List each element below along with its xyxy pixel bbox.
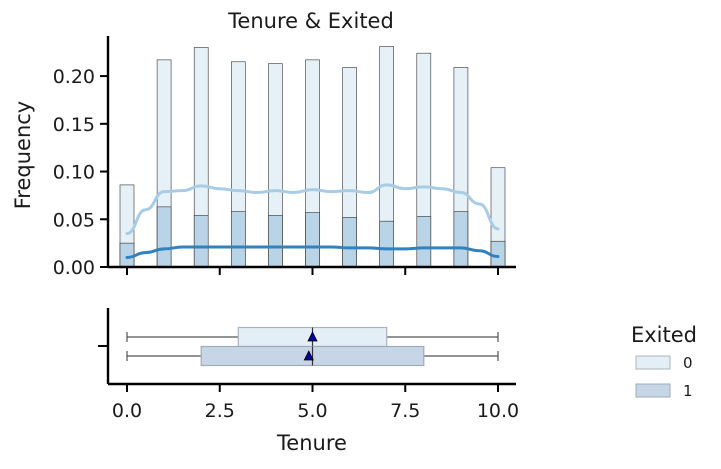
x-tick-label: 5.0	[297, 400, 327, 422]
y-tick-label: 0.15	[53, 114, 95, 136]
x-tick-label: 2.5	[205, 400, 235, 422]
hist-bar-exited-1	[268, 215, 283, 268]
x-tick-label: 0.0	[112, 400, 142, 422]
kde-line-exited-0	[125, 183, 500, 236]
x-axis-label: Tenure	[276, 431, 347, 455]
x-tick-label: 7.5	[390, 400, 420, 422]
hist-bar-exited-1	[156, 206, 172, 268]
hist-bar-exited-1	[416, 216, 432, 268]
hist-bar-exited-1	[305, 212, 320, 268]
legend-label-1: 1	[683, 382, 693, 400]
hist-bar-exited-1	[119, 242, 135, 268]
hist-bar-exited-1	[490, 240, 506, 268]
boxplot-layer	[126, 326, 499, 367]
legend-swatch-0	[635, 355, 671, 370]
axes-layer: 0.00 0.05 0.10 0.15 0.20 0.0 2.5 5.0 7.5 10.0	[53, 36, 519, 422]
hist-bar-exited-1	[453, 211, 469, 268]
chart-title: Tenure & Exited	[227, 9, 394, 33]
y-tick-label: 0.10	[53, 162, 95, 184]
hist-bar-exited-1	[342, 217, 357, 268]
x-tick-label: 10.0	[477, 400, 519, 422]
legend-title: Exited	[631, 323, 697, 347]
hist-bar-exited-1	[379, 220, 395, 268]
kde-line-exited-1	[125, 245, 500, 259]
legend: Exited 0 1	[631, 323, 697, 400]
y-tick-label: 0.20	[53, 66, 95, 88]
y-axis-label: Frequency	[11, 101, 35, 210]
hist-bar-exited-1	[193, 215, 209, 268]
kde-layer	[125, 183, 500, 259]
box-mean-marker-1	[303, 350, 314, 361]
histogram-layer	[119, 46, 506, 268]
legend-label-0: 0	[683, 354, 693, 372]
y-tick-label: 0.05	[53, 209, 95, 231]
legend-swatch-1	[635, 383, 671, 398]
y-tick-label: 0.00	[53, 257, 95, 279]
hist-bar-exited-1	[231, 211, 246, 268]
box-mean-marker-0	[307, 331, 318, 342]
